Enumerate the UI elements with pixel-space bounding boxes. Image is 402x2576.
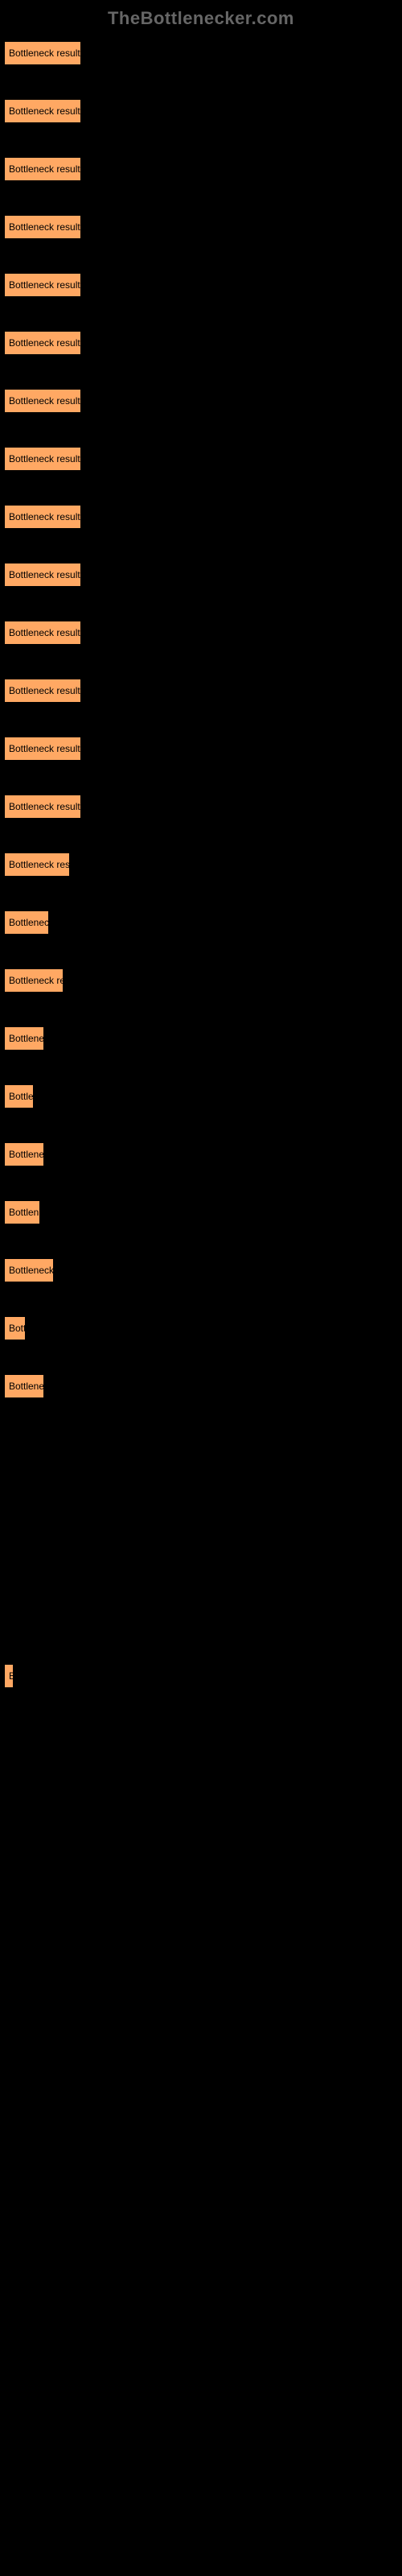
- bar-label: Bottlene: [9, 1033, 44, 1044]
- bar-label: Bottleneck: [9, 1265, 54, 1276]
- bar-label: Bottleneck res: [9, 859, 70, 870]
- bar-label: B: [9, 1670, 14, 1682]
- bar-label: Bottlenec: [9, 917, 49, 928]
- bar-label: Bottleneck result: [9, 279, 80, 291]
- bar-label: Bottleneck result: [9, 47, 80, 59]
- bar-row: Bottleneck result: [4, 157, 398, 181]
- bottleneck-bar: Bottleneck result: [4, 215, 81, 239]
- bar-row: Bottleneck result: [4, 737, 398, 761]
- bottleneck-bar: Bottleneck result: [4, 737, 81, 761]
- bar-label: Bottleneck result: [9, 221, 80, 233]
- bar-row: Bottle: [4, 1084, 398, 1108]
- bottleneck-bar: Bottlen: [4, 1200, 40, 1224]
- bar-label: Bottlene: [9, 1149, 44, 1160]
- bar-row: Bottleneck result: [4, 389, 398, 413]
- bottleneck-bar: Bottleneck re: [4, 968, 64, 993]
- bar-row: Bottleneck result: [4, 447, 398, 471]
- bottleneck-bar: Bottleneck res: [4, 852, 70, 877]
- bar-row: [4, 1606, 398, 1630]
- bar-label: Bottleneck result: [9, 105, 80, 117]
- bottleneck-bar: Bottlene: [4, 1142, 44, 1166]
- bar-row: B: [4, 1664, 398, 1688]
- bar-label: Bottleneck re: [9, 975, 64, 986]
- bottleneck-bar: B: [4, 1664, 14, 1688]
- bar-label: Bott: [9, 1323, 26, 1334]
- bar-label: Bottleneck result: [9, 627, 80, 638]
- bar-row: Bottleneck result: [4, 273, 398, 297]
- bar-label: Bottlen: [9, 1207, 39, 1218]
- bar-row: Bottleneck result: [4, 99, 398, 123]
- bar-label: Bottleneck result: [9, 801, 80, 812]
- bottleneck-bar: Bottleneck result: [4, 621, 81, 645]
- bar-row: Bottleneck result: [4, 621, 398, 645]
- bottleneck-bar: Bottleneck: [4, 1258, 54, 1282]
- bar-label: Bottleneck result: [9, 395, 80, 407]
- bar-row: Bottleneck result: [4, 215, 398, 239]
- bottleneck-bar: Bottleneck result: [4, 273, 81, 297]
- bar-row: Bottleneck result: [4, 679, 398, 703]
- bottleneck-bar: Bottleneck result: [4, 389, 81, 413]
- bottleneck-bar: Bottleneck result: [4, 99, 81, 123]
- bottleneck-bar: Bottlenec: [4, 910, 49, 935]
- bottleneck-bar: Bottleneck result: [4, 563, 81, 587]
- bar-label: Bottleneck result: [9, 511, 80, 522]
- bottleneck-bar: Bottleneck result: [4, 41, 81, 65]
- bottleneck-bar: Bottleneck result: [4, 505, 81, 529]
- bar-row: Bottlen: [4, 1200, 398, 1224]
- bottleneck-bar: Bottleneck result: [4, 157, 81, 181]
- bottleneck-bar: Bottlene: [4, 1374, 44, 1398]
- bar-row: Bottlene: [4, 1026, 398, 1051]
- bar-label: Bottleneck result: [9, 685, 80, 696]
- bar-label: Bottleneck result: [9, 453, 80, 464]
- bottleneck-bar: Bottleneck result: [4, 331, 81, 355]
- bottleneck-bar: Bottleneck result: [4, 447, 81, 471]
- bar-label: Bottleneck result: [9, 163, 80, 175]
- bottleneck-bar: Bottleneck result: [4, 679, 81, 703]
- bar-label: Bottleneck result: [9, 743, 80, 754]
- bar-label: Bottleneck result: [9, 569, 80, 580]
- bar-row: Bottlenec: [4, 910, 398, 935]
- site-header: TheBottlenecker.com: [4, 8, 398, 29]
- bar-row: [4, 1722, 398, 1746]
- bar-row: Bottleneck: [4, 1258, 398, 1282]
- bar-row: Bottleneck result: [4, 795, 398, 819]
- bar-row: Bottleneck result: [4, 563, 398, 587]
- bar-row: Bottleneck res: [4, 852, 398, 877]
- bar-row: Bottleneck result: [4, 331, 398, 355]
- bar-label: Bottleneck result: [9, 337, 80, 349]
- bar-row: [4, 1490, 398, 1514]
- bar-row: [4, 1548, 398, 1572]
- bar-row: [4, 1432, 398, 1456]
- bar-row: Bottleneck result: [4, 41, 398, 65]
- bottleneck-chart: Bottleneck result Bottleneck result Bottle…: [4, 41, 398, 1796]
- bottleneck-bar: Bottlene: [4, 1026, 44, 1051]
- bottleneck-bar: Bottle: [4, 1084, 34, 1108]
- bar-label: Bottlene: [9, 1381, 44, 1392]
- bottleneck-bar: Bott: [4, 1316, 26, 1340]
- bar-row: Bott: [4, 1316, 398, 1340]
- bar-row: Bottlene: [4, 1142, 398, 1166]
- bar-row: Bottlene: [4, 1374, 398, 1398]
- bottleneck-bar: Bottleneck result: [4, 795, 81, 819]
- bar-label: Bottle: [9, 1091, 34, 1102]
- bar-row: Bottleneck result: [4, 505, 398, 529]
- bar-row: Bottleneck re: [4, 968, 398, 993]
